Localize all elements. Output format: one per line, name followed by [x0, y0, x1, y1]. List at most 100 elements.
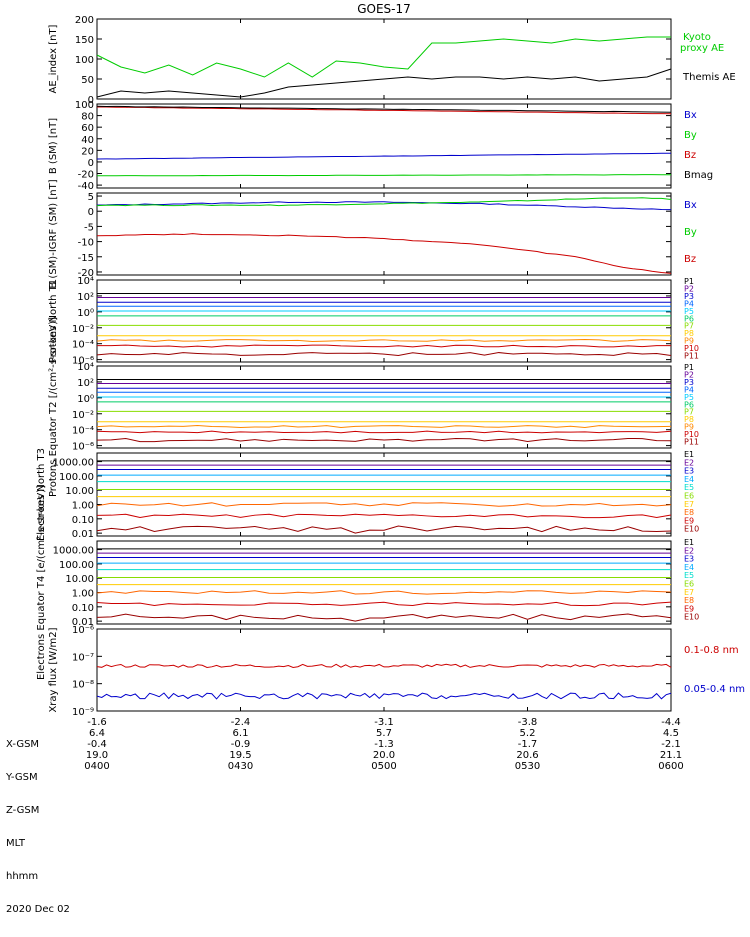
y-axis-label: Protons North T1	[48, 279, 59, 363]
ephemeris-column: -3.8 5.2 -1.7 20.6 0530	[498, 717, 558, 772]
y-tick-label: -40	[78, 181, 94, 192]
ephemeris-value: -3.1	[374, 717, 394, 728]
y-tick-label: 60	[81, 123, 94, 134]
y-tick-label: 10⁻⁶	[72, 356, 94, 367]
y-tick-label: 0.10	[72, 603, 94, 614]
ephemeris-value: 5.7	[376, 728, 392, 739]
y-tick-label: 0.10	[72, 515, 94, 526]
y-tick-label: 100	[75, 100, 94, 111]
y-tick-label: 10.00	[65, 486, 94, 497]
legend-label: E4	[684, 563, 694, 572]
legend-label: E1	[684, 538, 694, 547]
y-axis-label: AE_index [nT]	[48, 24, 59, 93]
y-tick-label: 0	[88, 207, 94, 218]
legend-label: P11	[684, 438, 699, 447]
series-line	[96, 174, 672, 177]
series-line	[96, 68, 672, 98]
y-axis-label: Electrons Equator T4 [e/(cm²-s-sr-keV)]	[36, 485, 47, 680]
ephemeris-row-labels: X-GSM Y-GSM Z-GSM MLT hhmm 2020 Dec 02	[6, 717, 70, 937]
y-tick-label: 10⁻⁴	[72, 426, 94, 437]
series-line	[96, 430, 672, 434]
y-axis-label: Protons Equator T2 [/(cm²-s-sr-keV)]	[48, 317, 59, 497]
legend-label: P4	[684, 385, 694, 394]
ephemeris-value: 20.0	[372, 750, 396, 761]
y-tick-label: 10²	[77, 292, 94, 303]
legend-label: Kyoto	[683, 32, 711, 43]
eph-label-xgsm: X-GSM	[6, 739, 40, 750]
eph-label-zgsm: Z-GSM	[6, 805, 40, 816]
y-tick-label: 100	[75, 55, 94, 66]
y-tick-label: 0.01	[72, 529, 94, 540]
y-tick-label: 0	[88, 158, 94, 169]
y-tick-label: 1.00	[72, 589, 94, 600]
series-line	[96, 152, 672, 160]
series-line	[96, 502, 672, 507]
ephemeris-value: -1.3	[374, 739, 394, 750]
y-tick-label: 10⁴	[77, 276, 94, 287]
legend-label: E4	[684, 475, 694, 484]
ephemeris-value: -0.9	[230, 739, 251, 750]
panel-frame	[96, 365, 672, 449]
goes17-summary-plot: GOES-17 0 50 100 150 200 AE_index [nT] Kyoto pr…	[6, 2, 745, 915]
legend-label: P2	[684, 284, 694, 293]
panel-frame	[96, 628, 672, 712]
ephemeris-value: -0.4	[87, 739, 107, 750]
series-line	[96, 590, 672, 595]
legend-label: E10	[684, 525, 699, 534]
legend-label: Bx	[684, 110, 697, 121]
legend-label: P5	[684, 393, 694, 402]
y-tick-label: 20	[81, 146, 94, 157]
ephemeris-column: -1.6 6.4 -0.4 19.0 0400	[67, 717, 127, 772]
y-tick-label: 10⁻⁸	[72, 680, 94, 691]
legend-label: Themis AE	[682, 72, 736, 83]
legend-label: Bz	[684, 254, 696, 265]
y-axis-label: Xray flux [W/m2]	[48, 627, 59, 712]
legend-label: E8	[684, 508, 694, 517]
legend-label: E5	[684, 571, 694, 580]
series-line	[96, 201, 672, 211]
ephemeris-value: -4.4	[661, 717, 681, 728]
legend-label: P5	[684, 307, 694, 316]
legend-label: 0.1-0.8 nm	[684, 645, 739, 656]
legend-label: P10	[684, 344, 699, 353]
legend-label: E10	[684, 613, 699, 622]
series-line	[96, 233, 672, 274]
legend-label: E6	[684, 492, 694, 501]
panel-frame	[96, 18, 672, 100]
ephemeris-value: 5.2	[519, 728, 536, 739]
legend-label: P9	[684, 423, 694, 432]
y-tick-label: 0.01	[72, 617, 94, 628]
legend-label: E9	[684, 516, 694, 525]
plot-title: GOES-17	[357, 2, 411, 16]
legend-label: E7	[684, 588, 694, 597]
y-tick-label: 10.00	[65, 574, 94, 585]
legend-label: E3	[684, 467, 694, 476]
y-tick-label: 5	[88, 192, 94, 203]
ephemeris-value: 6.1	[232, 728, 249, 739]
series-line	[96, 197, 672, 207]
ephemeris-value: -1.6	[87, 717, 107, 728]
eph-label-mlt: MLT	[6, 838, 25, 849]
series-line	[96, 692, 672, 700]
y-tick-label: 10⁰	[77, 308, 94, 319]
legend-label: Bz	[684, 150, 696, 161]
ephemeris-column: -4.4 4.5 -2.1 21.1 0600	[641, 717, 701, 772]
legend-label: E7	[684, 500, 694, 509]
series-line	[96, 663, 672, 668]
y-tick-label: 50	[81, 75, 94, 86]
legend-label: E1	[684, 450, 694, 459]
y-tick-label: -15	[78, 253, 94, 264]
legend-label: P8	[684, 415, 694, 424]
legend-label: E6	[684, 580, 694, 589]
eph-label-ygsm: Y-GSM	[6, 772, 38, 783]
legend-label: P10	[684, 430, 699, 439]
series-line	[96, 425, 672, 428]
legend-label: P4	[684, 299, 694, 308]
legend-label: P3	[684, 378, 694, 387]
legend-label: P8	[684, 329, 694, 338]
eph-label-hhmm: hhmm	[6, 871, 39, 882]
series-line	[96, 437, 672, 443]
y-tick-label: 10⁻⁴	[72, 340, 94, 351]
y-tick-label: 200	[75, 15, 94, 26]
